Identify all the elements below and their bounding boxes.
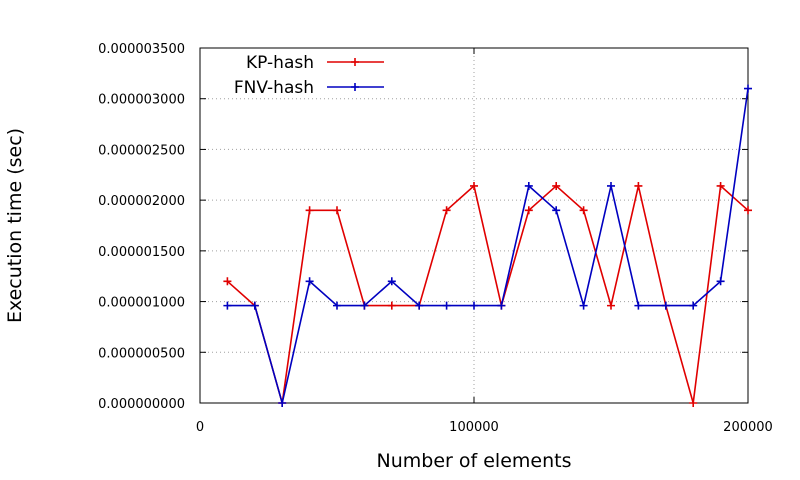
data-point <box>305 277 314 286</box>
data-point <box>470 181 478 190</box>
x-tick-label: 200000 <box>723 420 773 435</box>
legend-marker-fnv-hash <box>351 83 359 91</box>
data-point <box>579 206 588 215</box>
data-point <box>497 301 506 310</box>
data-point <box>278 399 287 407</box>
data-point <box>387 277 396 286</box>
y-axis-label: Execution time (sec) <box>4 128 26 323</box>
data-point <box>634 301 643 310</box>
data-point <box>415 301 424 310</box>
data-point <box>607 181 615 190</box>
legend-label-kp-hash: KP-hash <box>246 53 314 73</box>
y-tick-label: 0.000000000 <box>98 397 185 412</box>
data-point <box>744 206 752 215</box>
data-point <box>333 301 341 310</box>
data-point <box>524 181 533 190</box>
legend: KP-hash FNV-hash <box>234 53 384 98</box>
data-point <box>250 301 259 310</box>
y-tick-label: 0.000003000 <box>98 93 185 108</box>
data-point <box>661 301 670 310</box>
data-point <box>552 181 561 190</box>
series-fnv-hash <box>223 84 752 407</box>
x-tick-label: 100000 <box>449 420 499 435</box>
y-tick-label: 0.000002500 <box>98 143 185 158</box>
data-point <box>716 181 725 190</box>
y-tick-label: 0.000001000 <box>98 296 185 311</box>
data-point <box>442 206 451 215</box>
data-point <box>634 181 643 190</box>
data-point <box>305 206 314 215</box>
series-kp-hash <box>223 181 752 407</box>
y-tick-label: 0.000002000 <box>98 194 185 209</box>
legend-marker-kp-hash <box>351 58 359 66</box>
data-point <box>607 301 615 310</box>
y-tick-label: 0.000001500 <box>98 245 185 260</box>
data-point <box>442 301 451 310</box>
series-line-kp-hash <box>226 184 749 404</box>
grid <box>200 48 748 403</box>
x-tick-labels: 0 100000 200000 <box>196 420 773 435</box>
data-point <box>387 301 396 310</box>
x-tick-label: 0 <box>196 420 204 435</box>
y-tick-labels: 0.000000000 0.000000500 0.000001000 0.00000… <box>98 42 185 412</box>
data-point <box>716 277 725 286</box>
data-point <box>579 301 588 310</box>
plot-frame <box>199 47 749 404</box>
axis-ticks <box>199 47 749 404</box>
data-point <box>524 206 533 215</box>
series-lines <box>223 84 752 407</box>
data-point <box>223 277 232 286</box>
y-tick-label: 0.000003500 <box>98 42 185 57</box>
data-point <box>333 206 341 215</box>
legend-label-fnv-hash: FNV-hash <box>234 78 314 98</box>
data-point <box>360 301 369 310</box>
x-axis-label: Number of elements <box>377 450 572 472</box>
data-point <box>744 84 752 93</box>
data-point <box>689 399 698 407</box>
y-tick-label: 0.000000500 <box>98 346 185 361</box>
data-point <box>223 301 232 310</box>
series-line-fnv-hash <box>227 88 749 404</box>
data-point <box>552 206 561 215</box>
data-point <box>470 301 478 310</box>
data-point <box>689 301 698 310</box>
